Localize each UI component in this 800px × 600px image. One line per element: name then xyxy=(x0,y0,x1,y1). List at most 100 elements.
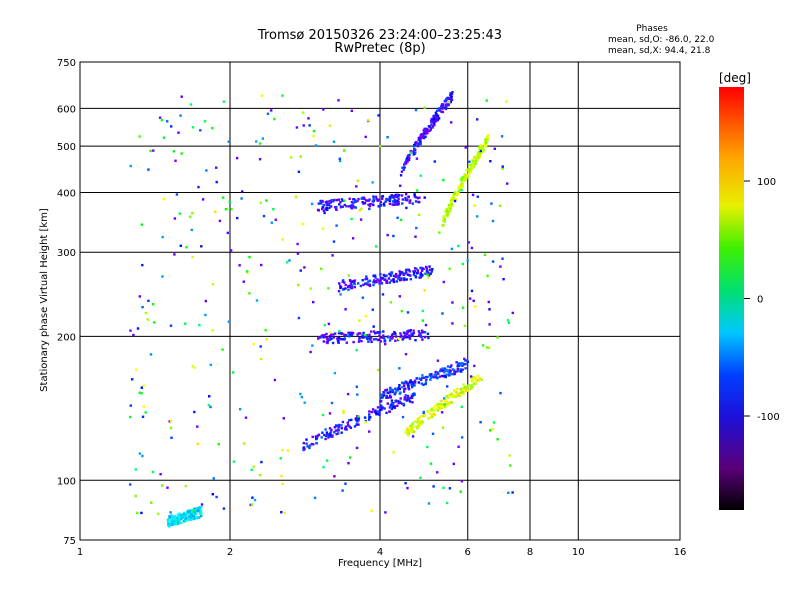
data-point xyxy=(402,384,406,388)
x-tick-label: 2 xyxy=(227,547,233,558)
data-point xyxy=(424,382,427,386)
data-point xyxy=(218,219,222,223)
data-point xyxy=(222,196,225,199)
data-point xyxy=(372,338,376,341)
data-point xyxy=(427,502,431,505)
data-point xyxy=(280,511,283,514)
data-point xyxy=(436,409,439,412)
data-point xyxy=(453,191,457,194)
data-point xyxy=(418,331,421,335)
data-point xyxy=(422,383,425,386)
data-point xyxy=(479,149,482,153)
data-point xyxy=(416,196,420,200)
data-point xyxy=(463,387,466,390)
data-point xyxy=(350,204,353,207)
data-point xyxy=(441,367,444,370)
data-point xyxy=(436,371,439,374)
data-point xyxy=(171,515,174,518)
data-point xyxy=(144,411,147,414)
data-point xyxy=(337,428,340,431)
data-point xyxy=(469,168,473,172)
data-point xyxy=(179,514,183,517)
data-point xyxy=(438,402,441,406)
data-point xyxy=(405,268,408,271)
data-point xyxy=(212,477,215,480)
data-point xyxy=(460,179,464,183)
data-point xyxy=(140,392,143,395)
data-point xyxy=(138,135,141,138)
data-point xyxy=(367,337,370,340)
data-point xyxy=(423,331,427,334)
data-point xyxy=(286,261,289,264)
data-point xyxy=(425,265,428,269)
data-point xyxy=(463,179,466,182)
data-point xyxy=(215,166,218,169)
data-point xyxy=(462,383,465,386)
data-point xyxy=(380,396,384,399)
data-point xyxy=(200,503,204,506)
data-point xyxy=(227,140,230,143)
data-point xyxy=(374,337,378,341)
data-point xyxy=(332,333,335,336)
data-point xyxy=(440,103,444,106)
data-point xyxy=(226,231,229,235)
data-point xyxy=(451,368,454,371)
data-point xyxy=(324,428,327,431)
data-point xyxy=(415,141,418,144)
data-point xyxy=(388,281,391,284)
data-point xyxy=(457,393,461,396)
data-point xyxy=(171,517,174,521)
data-point xyxy=(430,412,434,416)
data-point xyxy=(367,418,371,421)
data-point xyxy=(344,308,347,311)
data-point xyxy=(394,391,397,395)
data-point xyxy=(129,415,132,419)
data-point xyxy=(417,417,421,420)
data-point xyxy=(231,371,235,374)
data-point xyxy=(424,414,427,417)
data-point xyxy=(456,392,459,395)
data-point xyxy=(308,124,311,127)
data-point xyxy=(169,522,172,525)
data-point xyxy=(347,423,350,427)
data-point xyxy=(383,337,386,340)
data-point xyxy=(498,204,502,207)
data-point xyxy=(192,511,195,514)
data-point xyxy=(401,166,404,169)
data-point xyxy=(142,384,145,387)
data-point xyxy=(384,339,387,342)
data-point xyxy=(449,92,452,95)
data-point xyxy=(421,376,424,380)
data-point xyxy=(240,197,243,200)
data-point xyxy=(476,151,480,155)
data-point xyxy=(507,321,511,324)
data-point xyxy=(321,334,324,337)
data-point xyxy=(177,522,180,525)
data-point xyxy=(361,279,364,282)
data-point xyxy=(182,513,185,516)
data-point xyxy=(370,336,373,339)
data-point xyxy=(443,398,446,402)
data-point xyxy=(464,386,467,389)
data-point xyxy=(382,202,386,205)
data-point xyxy=(393,198,396,201)
data-point xyxy=(430,415,434,418)
data-point xyxy=(322,204,325,207)
data-point xyxy=(288,259,291,262)
data-point xyxy=(328,338,332,341)
data-point xyxy=(414,151,417,154)
data-point xyxy=(425,269,429,272)
data-point xyxy=(183,515,186,518)
data-point xyxy=(382,394,386,397)
data-point xyxy=(423,289,426,292)
data-point xyxy=(396,216,399,219)
data-point xyxy=(436,471,439,474)
data-point xyxy=(152,321,156,324)
data-point xyxy=(183,511,186,515)
data-point xyxy=(236,216,239,220)
data-point xyxy=(391,332,394,336)
data-point xyxy=(332,240,336,243)
data-point xyxy=(384,389,387,392)
data-point xyxy=(476,158,479,161)
data-point xyxy=(315,437,319,440)
